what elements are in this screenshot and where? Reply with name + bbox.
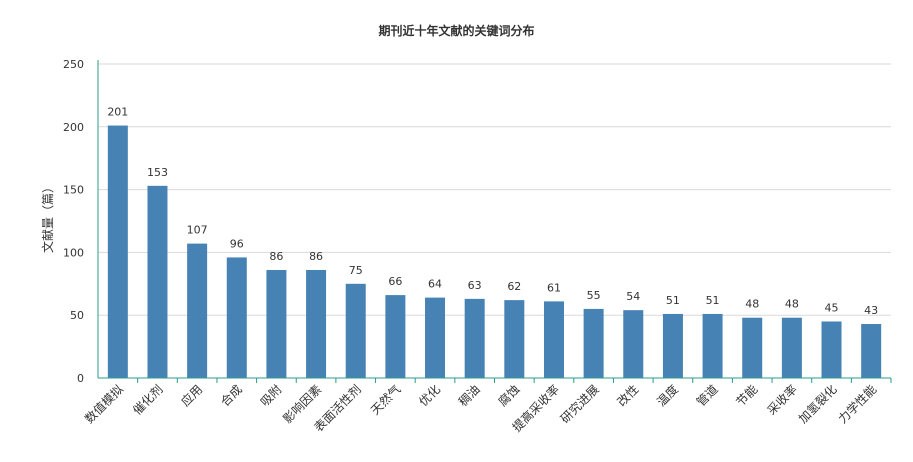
x-tick-label: 加氢裂化: [795, 382, 840, 427]
bar: [583, 308, 604, 378]
y-tick-label: 150: [63, 184, 84, 197]
bar: [742, 317, 763, 378]
data-label: 96: [230, 237, 244, 250]
x-tick-label: 稠油: [456, 382, 483, 409]
x-tick-label: 采收率: [764, 382, 800, 418]
x-tick-label: 节能: [733, 382, 760, 409]
x-tick-label: 天然气: [367, 382, 403, 418]
bar: [147, 185, 168, 378]
bar: [187, 243, 208, 378]
bar: [385, 295, 406, 378]
data-label: 48: [785, 298, 799, 311]
x-tick-label: 催化剂: [130, 382, 166, 418]
data-label: 61: [547, 281, 561, 294]
data-label: 86: [309, 250, 323, 263]
bar: [266, 269, 287, 378]
x-tick-label: 数值模拟: [81, 382, 126, 427]
bar: [702, 313, 723, 378]
y-tick-label: 250: [63, 58, 84, 71]
bar: [662, 313, 683, 378]
data-label: 153: [147, 166, 168, 179]
x-tick-label: 优化: [416, 382, 443, 409]
data-label: 51: [666, 294, 680, 307]
data-label: 45: [825, 301, 839, 314]
data-label: 51: [706, 294, 720, 307]
data-label: 107: [187, 224, 208, 237]
data-label: 66: [388, 275, 402, 288]
bar: [425, 297, 446, 378]
y-tick-label: 100: [63, 246, 84, 259]
data-label: 55: [587, 289, 601, 302]
bar: [861, 323, 882, 378]
bar: [464, 298, 485, 378]
x-tick-label: 研究进展: [557, 382, 602, 427]
y-tick-label: 200: [63, 121, 84, 134]
bar: [306, 269, 327, 378]
y-tick-label: 0: [77, 372, 84, 385]
chart-title: 期刊近十年文献的关键词分布: [378, 24, 535, 38]
bar: [504, 300, 525, 378]
x-tick-label: 温度: [653, 382, 681, 410]
data-label: 201: [107, 106, 128, 119]
bar: [821, 321, 842, 378]
x-tick-label: 管道: [693, 382, 721, 410]
x-tick-label: 应用: [178, 382, 206, 410]
data-label: 54: [626, 290, 640, 303]
bar: [543, 301, 564, 378]
data-label: 63: [468, 279, 482, 292]
bar: [345, 283, 366, 378]
data-label: 64: [428, 278, 442, 291]
x-tick-label: 改性: [615, 382, 642, 409]
x-tick-label: 合成: [217, 382, 245, 410]
data-label: 75: [349, 264, 363, 277]
bar: [226, 257, 247, 378]
data-label: 43: [864, 304, 878, 317]
bar: [623, 310, 644, 378]
bar: [107, 125, 128, 378]
data-label: 62: [507, 280, 521, 293]
x-tick-label: 力学性能: [835, 382, 880, 427]
x-tick-label: 腐蚀: [495, 382, 523, 410]
y-tick-label: 50: [70, 309, 84, 322]
y-axis-title: 文献量（篇）: [40, 181, 55, 253]
data-label: 86: [269, 250, 283, 263]
data-label: 48: [745, 298, 759, 311]
bar: [781, 317, 802, 378]
x-tick-label: 吸附: [258, 382, 285, 409]
